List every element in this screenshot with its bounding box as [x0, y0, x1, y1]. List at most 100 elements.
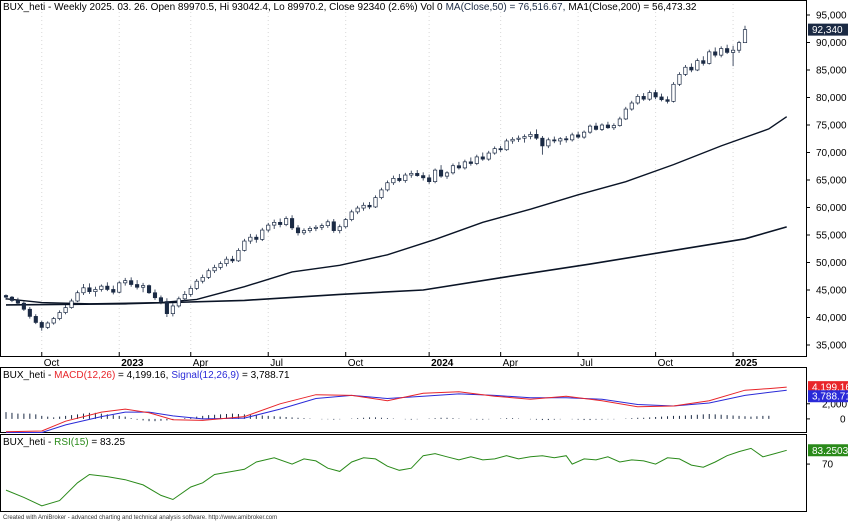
candle-body [188, 288, 193, 295]
candle-body [456, 165, 461, 169]
candle [87, 283, 92, 294]
candle-body [391, 178, 396, 184]
candle-body [665, 99, 670, 102]
candle [9, 296, 15, 303]
candle-body [576, 134, 581, 138]
candle-body [558, 138, 563, 142]
candle-body [498, 148, 503, 151]
candle [75, 290, 80, 303]
candle [599, 123, 605, 132]
candle [492, 146, 497, 155]
macd-y-axis: 0 2,000 [806, 399, 847, 425]
candle-body [707, 51, 712, 64]
candle [546, 137, 551, 149]
candle [456, 161, 461, 170]
candle [236, 248, 241, 262]
candle-body [379, 189, 384, 198]
candle [3, 294, 9, 300]
candle-body [742, 29, 748, 44]
candle-body [284, 218, 289, 225]
candle [480, 152, 485, 161]
candle [439, 165, 444, 178]
price-x-tick-label: 2023 [121, 358, 144, 369]
candle [278, 218, 283, 228]
macd-y-tick-label: 0 [840, 414, 846, 425]
rsi-y-axis: 70 [806, 460, 834, 471]
candle-body [170, 305, 175, 315]
price-y-tick-label: 95,000 [816, 11, 847, 22]
candle-body [367, 204, 372, 208]
candle-body [93, 289, 98, 293]
candle-body [69, 300, 74, 308]
candle [33, 314, 38, 325]
candle [701, 56, 706, 66]
candle [331, 219, 336, 233]
ma50-series [5, 116, 788, 305]
candle-body [462, 161, 467, 169]
candle-body [373, 197, 378, 208]
candle [617, 116, 622, 127]
macd-legend: MACD(12,26) [54, 370, 115, 381]
candle-body [683, 66, 688, 75]
candle [290, 215, 295, 231]
candle-body [736, 42, 742, 51]
candle-body [349, 211, 354, 220]
candle-body [75, 292, 80, 302]
macd-value-badge-box [808, 381, 848, 394]
candle [27, 307, 32, 319]
candle [361, 202, 366, 211]
candle [146, 284, 152, 294]
candle-body [15, 300, 20, 304]
candle [176, 296, 181, 308]
candle-body [230, 258, 235, 262]
price-y-tick-label: 55,000 [816, 231, 847, 242]
candle-body [510, 138, 515, 142]
candle [444, 171, 450, 179]
candle-body [9, 296, 15, 301]
candle-body [152, 292, 158, 299]
candle [659, 93, 664, 102]
candle-body [99, 285, 104, 290]
candle-body [617, 118, 622, 126]
candle-body [87, 287, 92, 292]
candle [605, 121, 610, 129]
candle [742, 25, 748, 44]
candle-body [176, 298, 181, 307]
candle-body [158, 297, 164, 302]
macd-legend-value: = 4,199.16, [115, 370, 168, 381]
candle-body [290, 218, 295, 229]
candle [93, 286, 98, 297]
candle-body [635, 96, 640, 104]
signal-legend: Signal(12,26,9) [171, 370, 239, 381]
price-x-tick-label: Oct [348, 358, 364, 369]
candle-body [307, 228, 312, 231]
candle-body [117, 282, 122, 293]
candle-body [587, 125, 593, 133]
candle [623, 106, 628, 121]
candle [99, 284, 104, 292]
candle [736, 40, 742, 53]
candle-body [182, 294, 187, 300]
candle-body [135, 284, 140, 288]
candle-body [534, 134, 539, 139]
candle-body [623, 108, 628, 120]
price-x-tick-label: Oct [658, 358, 674, 369]
candle [105, 282, 110, 292]
candle-body [27, 308, 32, 317]
candle [343, 217, 348, 229]
ma50-legend: MA(Close,50) = 76,516.67, [446, 2, 566, 13]
candle [15, 297, 20, 305]
candle [731, 45, 736, 67]
price-y-tick-label: 40,000 [816, 313, 847, 324]
rsi-legend: RSI(15) [54, 437, 88, 448]
candle-body [105, 285, 110, 290]
price-y-tick-label: 85,000 [816, 66, 847, 77]
candle [81, 283, 86, 295]
candle-body [57, 312, 62, 319]
price-x-tick-label: Oct [44, 358, 60, 369]
candle [266, 222, 271, 233]
candle-body [599, 124, 605, 130]
candle-body [212, 267, 217, 272]
rsi-value-badge: 83.2503 [808, 444, 849, 457]
candle-body [361, 204, 366, 209]
